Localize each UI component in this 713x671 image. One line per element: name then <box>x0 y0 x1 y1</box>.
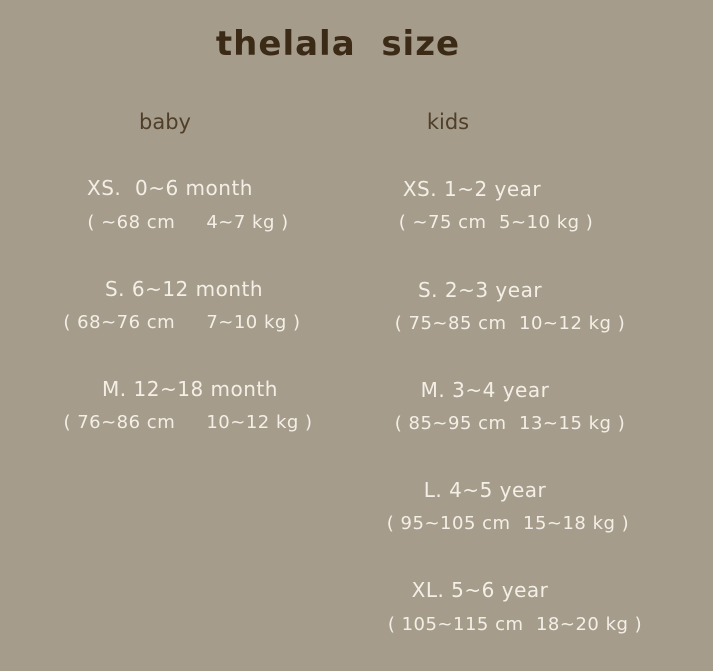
baby-size-label: S. 6~12 month <box>104 277 264 301</box>
baby-size-label: M. 12~18 month <box>102 377 278 401</box>
kids-size-label: S. 2~3 year <box>417 278 543 302</box>
kids-size-detail: ( 85~95 cm 13~15 kg ) <box>394 413 626 434</box>
kids-size-detail: ( 95~105 cm 15~18 kg ) <box>386 513 630 534</box>
kids-size-detail: ( ~75 cm 5~10 kg ) <box>398 212 594 233</box>
kids-size-label: L. 4~5 year <box>423 478 547 502</box>
baby-size-label: XS. 0~6 month <box>87 176 253 200</box>
baby-size-detail: ( 68~76 cm 7~10 kg ) <box>63 312 301 333</box>
baby-size-detail: ( ~68 cm 4~7 kg ) <box>87 212 289 233</box>
baby-size-detail: ( 76~86 cm 10~12 kg ) <box>63 412 313 433</box>
kids-size-detail: ( 105~115 cm 18~20 kg ) <box>387 614 643 635</box>
page-title: thelala size <box>215 24 461 64</box>
kids-size-detail: ( 75~85 cm 10~12 kg ) <box>394 313 626 334</box>
kids-heading: kids <box>426 110 470 134</box>
baby-heading: baby <box>139 110 191 134</box>
kids-size-label: XL. 5~6 year <box>411 578 549 602</box>
kids-size-label: M. 3~4 year <box>420 378 550 402</box>
kids-size-label: XS. 1~2 year <box>402 177 542 201</box>
